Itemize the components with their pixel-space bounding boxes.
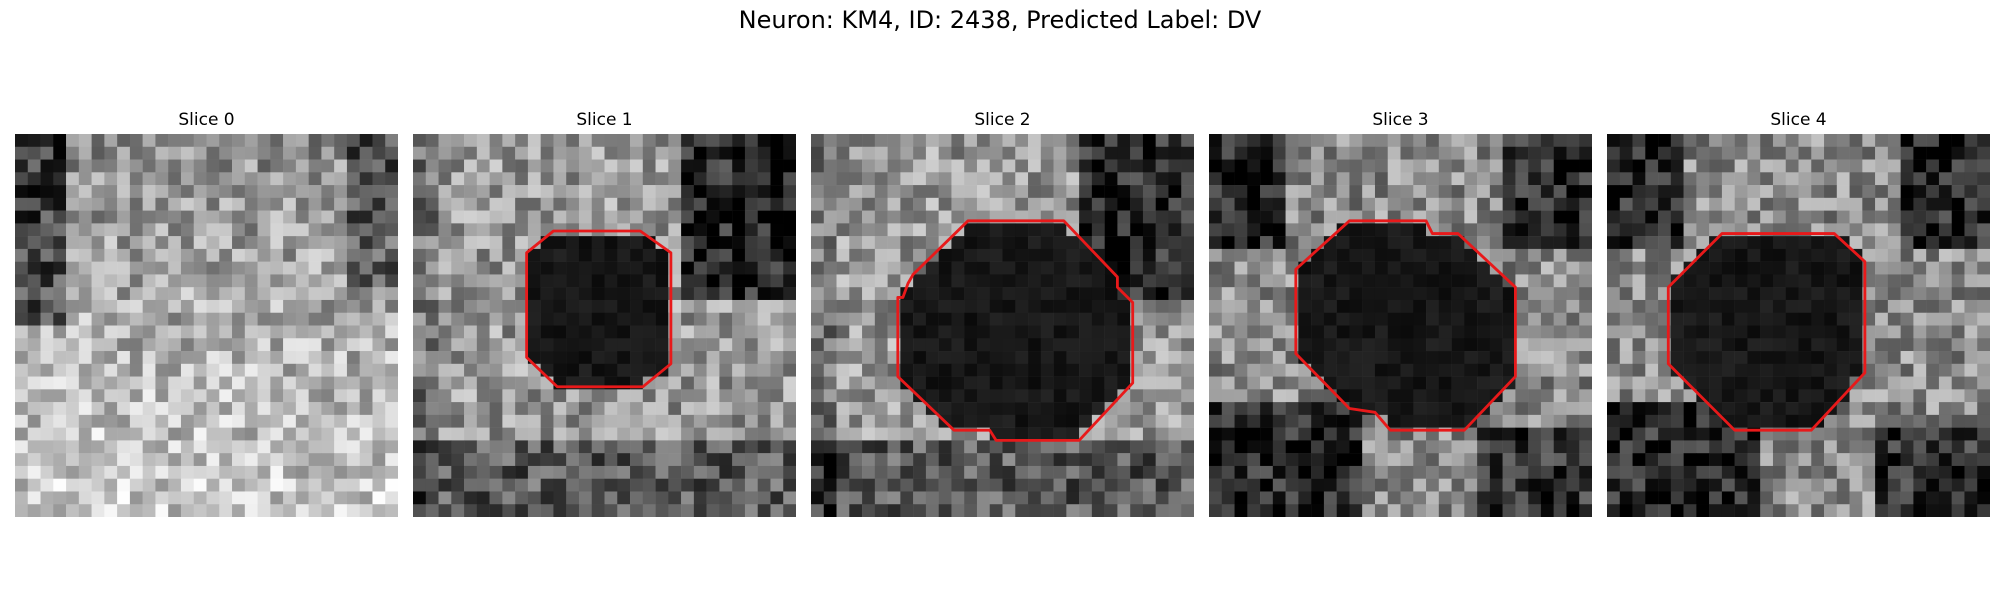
slice-title-0: Slice 0 bbox=[178, 110, 235, 130]
slice-image-1 bbox=[413, 134, 796, 517]
slice-image-4 bbox=[1607, 134, 1990, 517]
contour-outline-1 bbox=[525, 229, 673, 389]
contour-outline-3 bbox=[1294, 219, 1517, 432]
figure-title: Neuron: KM4, ID: 2438, Predicted Label: … bbox=[738, 6, 1262, 34]
slice-title-3: Slice 3 bbox=[1372, 110, 1429, 130]
slice-title-2: Slice 2 bbox=[974, 110, 1031, 130]
slice-image-3 bbox=[1209, 134, 1592, 517]
slice-image-0 bbox=[15, 134, 398, 517]
slice-image-2 bbox=[811, 134, 1194, 517]
contour-outline-4 bbox=[1666, 232, 1867, 432]
contour-outline-2 bbox=[896, 219, 1135, 442]
slice-title-1: Slice 1 bbox=[576, 110, 633, 130]
slice-title-4: Slice 4 bbox=[1770, 110, 1827, 130]
